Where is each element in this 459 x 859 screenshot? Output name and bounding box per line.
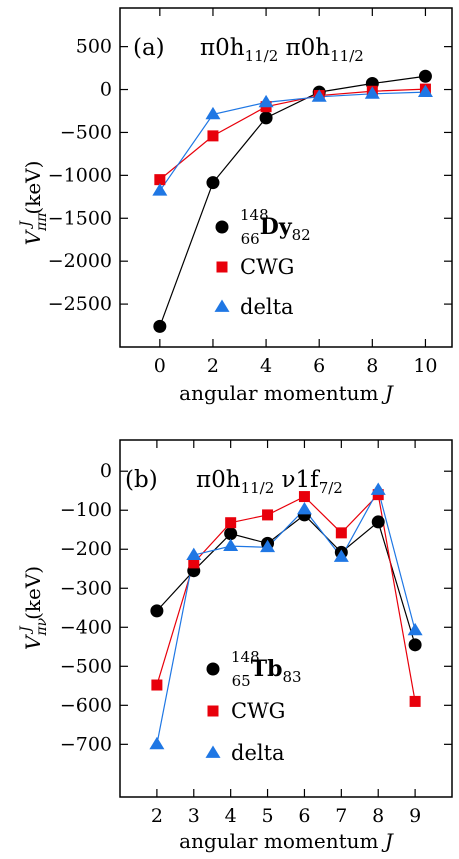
x-tick-label: 9	[409, 805, 421, 827]
data-point	[262, 509, 274, 521]
y-axis-label: VππJ (keV)	[18, 161, 50, 246]
y-tick-label: −1000	[48, 164, 112, 186]
x-tick-label: 8	[366, 355, 378, 377]
series-line	[159, 75, 426, 327]
legend-label: CWG	[240, 255, 294, 279]
data-point	[260, 539, 276, 553]
x-tick-label: 7	[335, 805, 347, 827]
x-tick-label: 3	[188, 805, 200, 827]
legend-marker	[214, 299, 230, 312]
x-axis-label: angular momentum J	[179, 829, 394, 853]
x-tick-label: 5	[262, 805, 274, 827]
y-tick-label: 500	[76, 36, 112, 58]
x-tick-label: 2	[151, 805, 163, 827]
data-point	[223, 538, 239, 551]
data-point	[153, 319, 167, 333]
data-point	[296, 501, 312, 515]
legend-marker	[216, 261, 228, 273]
x-tick-label: 4	[225, 805, 237, 827]
data-point	[149, 736, 165, 750]
data-point	[364, 86, 380, 99]
x-tick-label: 0	[154, 355, 166, 377]
data-point	[418, 69, 432, 83]
y-tick-label: −2500	[48, 293, 112, 315]
y-tick-label: −1500	[48, 207, 112, 229]
series-line	[159, 91, 426, 192]
data-point	[150, 604, 164, 618]
y-tick-label: −200	[60, 538, 112, 560]
x-tick-label: 2	[207, 355, 219, 377]
data-point	[152, 183, 168, 196]
x-tick-label: 10	[413, 355, 437, 377]
series-line	[156, 514, 416, 646]
legend: 148 66Dy82 CWG delta	[214, 206, 311, 319]
data-point	[311, 89, 327, 102]
plot-frame	[119, 439, 453, 798]
series-line	[156, 488, 416, 745]
panel-title: π0h11/2​ ν1f7/2​	[196, 467, 343, 497]
y-tick-label: −600	[60, 694, 112, 716]
legend-marker	[215, 220, 229, 234]
data-point	[186, 547, 202, 560]
data-point	[333, 549, 349, 562]
data-point	[371, 515, 385, 529]
data-point	[259, 111, 273, 125]
legend-marker	[205, 745, 221, 758]
y-tick-label: −2000	[48, 250, 112, 272]
y-tick-label: 0	[100, 460, 112, 482]
panel-a: 500 0 −500 −1000 −1500 −2000 −2500 0 2 4 6 8 10 (a) π0…	[18, 7, 453, 405]
data-point	[151, 679, 163, 691]
panel-b: 0 −100 −200 −300 −400 −500 −600 −700 2 3 4 5 6 7 8 9 (b)…	[18, 439, 453, 853]
panel-label: (a)	[133, 35, 165, 61]
y-tick-label: −400	[60, 616, 112, 638]
legend-label: delta	[240, 295, 294, 319]
data-point	[408, 638, 422, 652]
data-point	[205, 106, 221, 120]
data-point	[417, 84, 433, 97]
data-point	[409, 695, 421, 707]
y-tick-label: −500	[60, 655, 112, 677]
data-point	[154, 174, 166, 186]
y-tick-label: 0	[100, 79, 112, 101]
data-point	[298, 491, 310, 503]
series-line	[159, 88, 426, 181]
y-tick-label: −500	[60, 121, 112, 143]
data-point	[407, 622, 423, 636]
x-tick-label: 8	[372, 805, 384, 827]
data-point	[224, 527, 238, 541]
y-tick-label: −100	[60, 499, 112, 521]
x-tick-label: 6	[298, 805, 310, 827]
plot-frame	[119, 7, 453, 348]
data-point	[258, 94, 274, 108]
legend: 148 65Tb83 CWG delta	[205, 648, 302, 765]
x-tick-label: 6	[313, 355, 325, 377]
legend-label: 148 65Tb83	[231, 648, 302, 690]
data-point	[370, 482, 386, 495]
y-tick-label: −300	[60, 577, 112, 599]
panel-title: π0h11/2​ π0h11/2​	[200, 35, 364, 65]
legend-marker	[207, 705, 219, 717]
legend-label: delta	[231, 741, 285, 765]
legend-marker	[206, 662, 220, 676]
data-point	[206, 176, 220, 190]
legend-label: 148 66Dy82	[240, 206, 311, 248]
legend-label: CWG	[231, 699, 285, 723]
panel-label: (b)	[125, 467, 158, 493]
y-tick-label: −700	[60, 733, 112, 755]
y-axis-label: VπνJ (keV)	[18, 566, 50, 650]
x-axis-label: angular momentum J	[179, 381, 394, 405]
data-point	[225, 517, 237, 529]
data-point	[335, 527, 347, 539]
data-point	[207, 130, 219, 142]
data-point	[188, 557, 200, 569]
x-tick-label: 4	[260, 355, 272, 377]
